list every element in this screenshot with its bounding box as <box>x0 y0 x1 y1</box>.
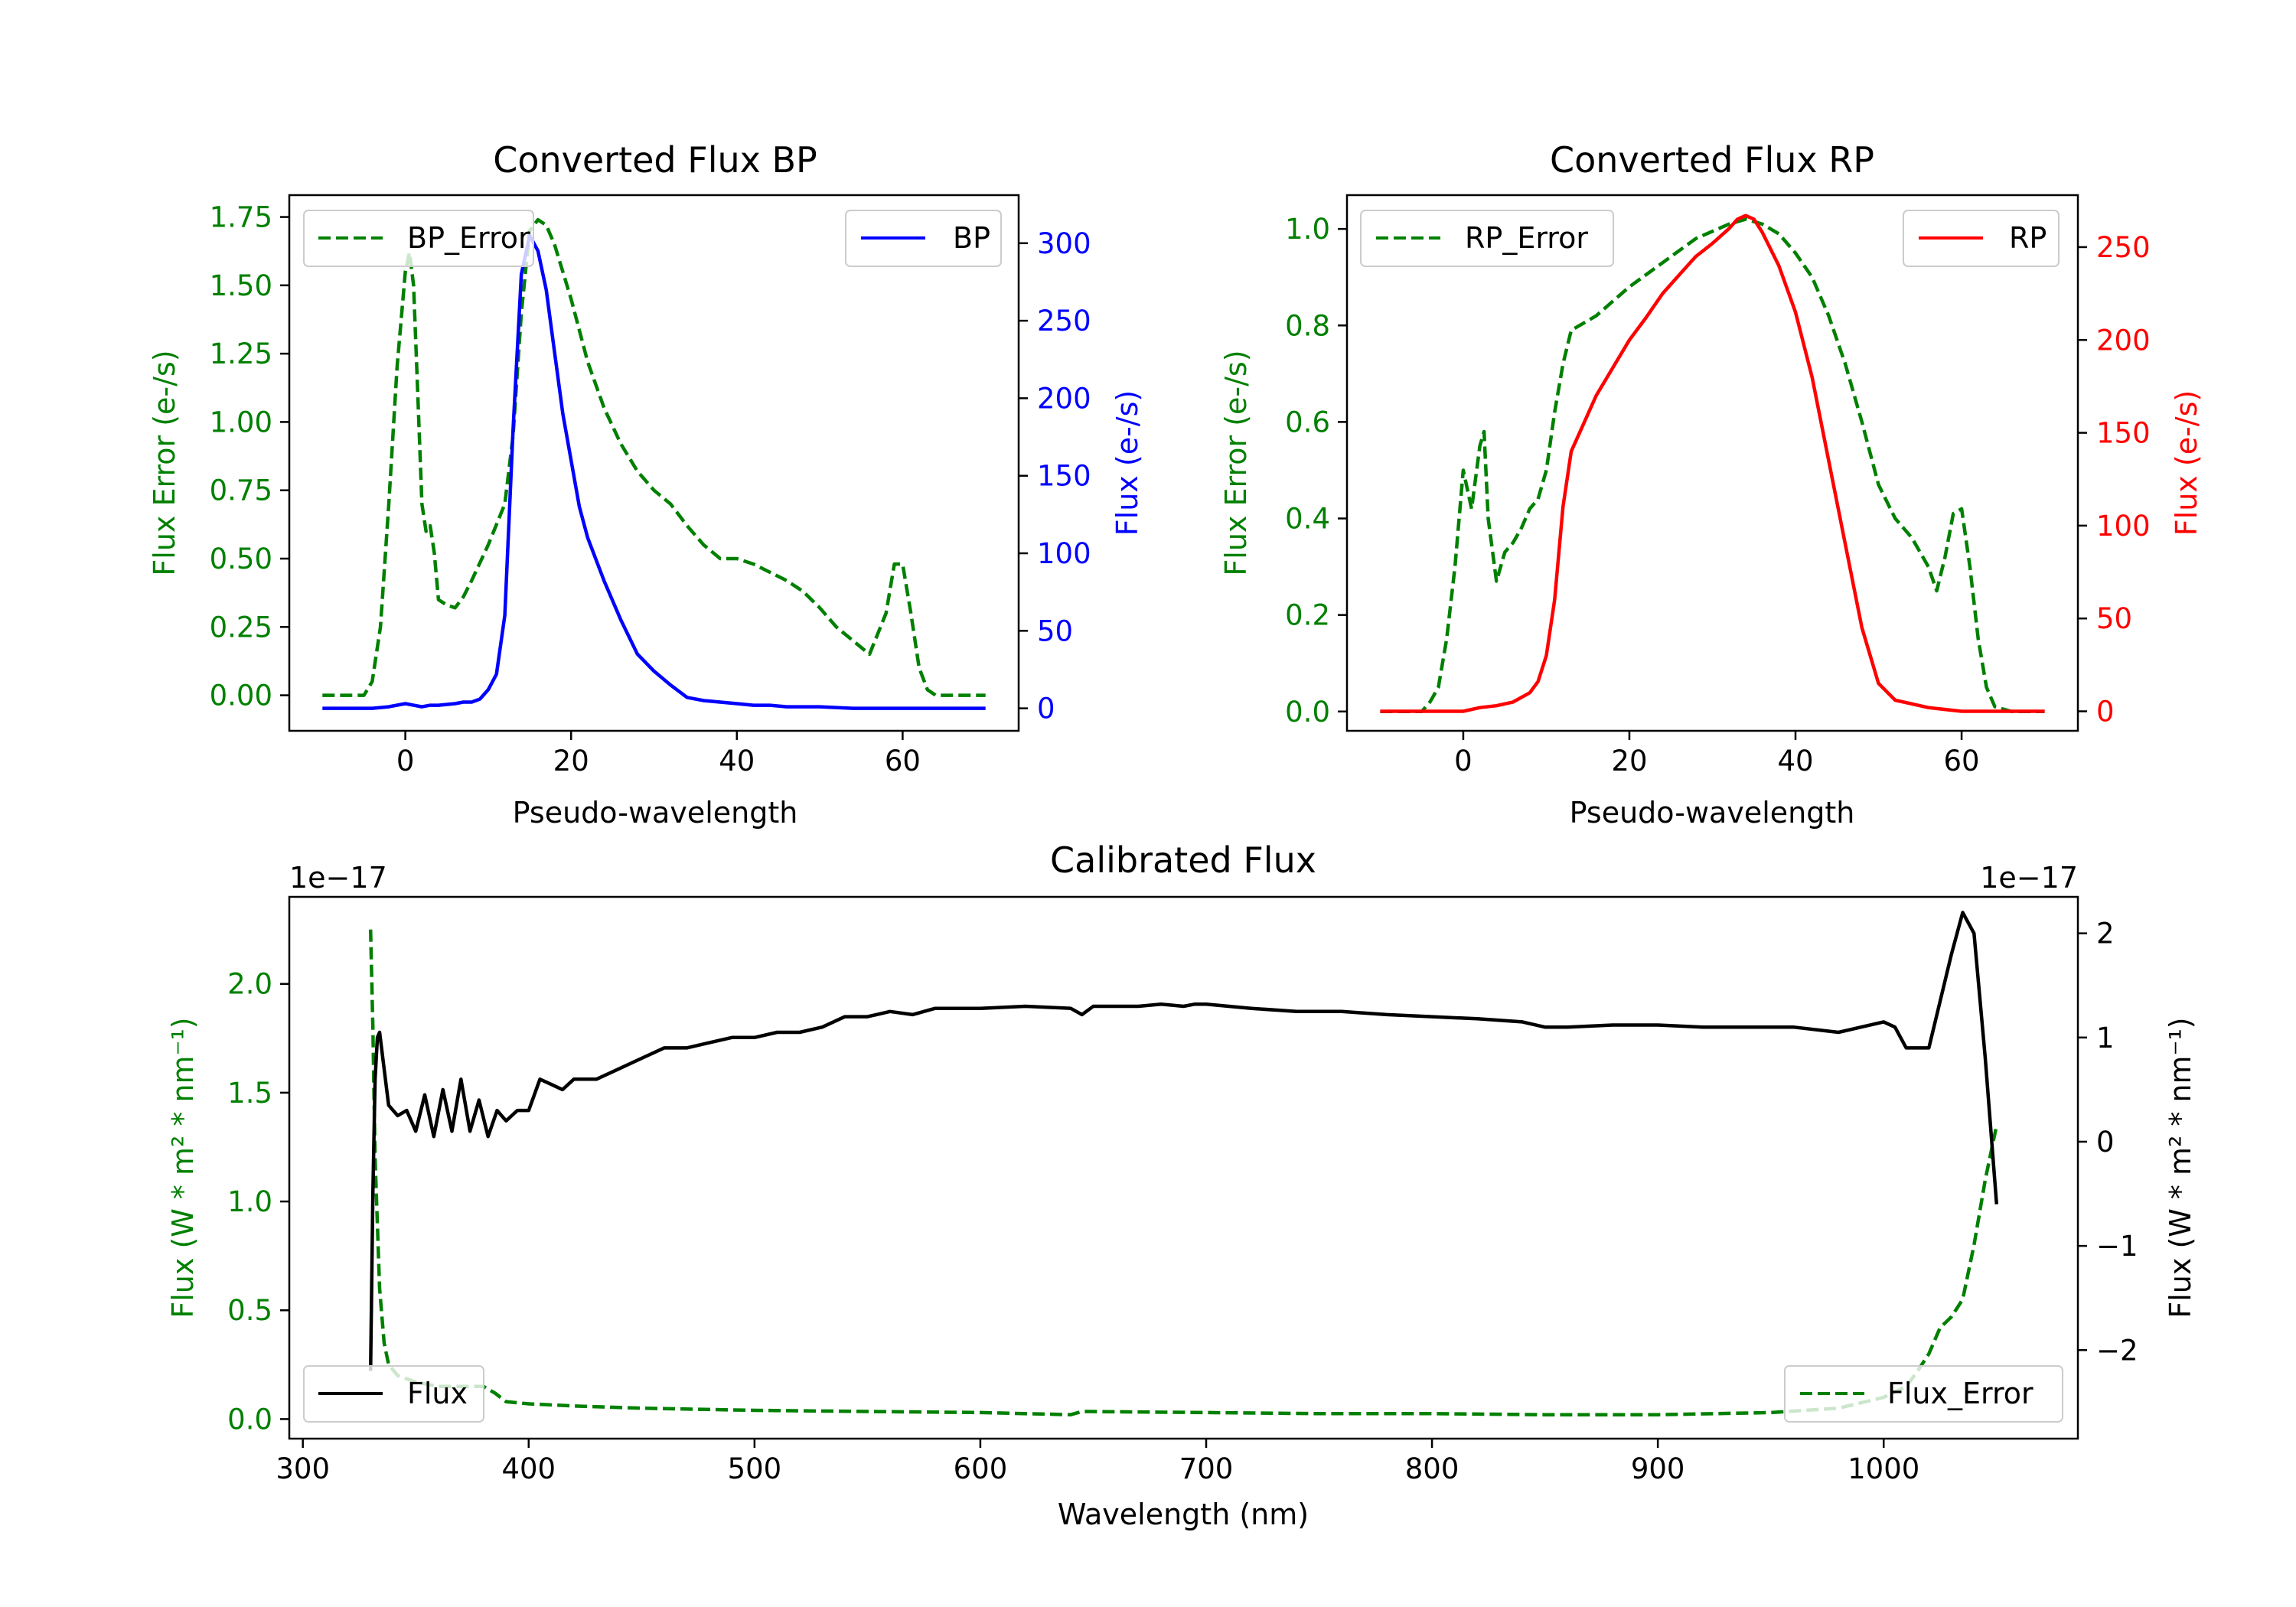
bp-right-tick-label: 300 <box>1037 227 1091 260</box>
cal-left-tick-label: 0.0 <box>227 1403 272 1436</box>
bp-axes-frame <box>288 194 1020 732</box>
rp-title: Converted Flux RP <box>1550 139 1874 181</box>
cal-right-tick-label: −1 <box>2096 1230 2138 1263</box>
cal-x-tick-label: 700 <box>1179 1452 1234 1485</box>
rp-left-tick-label: 0.4 <box>1285 503 1330 536</box>
bp-x-tick-label: 0 <box>396 745 415 777</box>
cal-x-tick-label: 300 <box>276 1452 330 1485</box>
cal-ticks: 300 400 500 600 700 800 900 1000 0.0 0.5 1.0 1.5 2.0… <box>227 918 2138 1485</box>
bp-x-tick-label: 20 <box>553 745 589 777</box>
bp-right-tick-label: 250 <box>1037 305 1091 337</box>
rp-x-axis-label: Pseudo-wavelength <box>1570 796 1855 830</box>
bp-left-tick-label: 1.25 <box>210 337 272 370</box>
rp-left-tick-label: 1.0 <box>1285 213 1330 246</box>
cal-x-tick-label: 500 <box>728 1452 782 1485</box>
bp-legend-flux: BP <box>845 210 1002 267</box>
cal-x-tick-label: 400 <box>501 1452 556 1485</box>
rp-right-axis-label: Flux (e-/s) <box>2170 390 2203 536</box>
bp-right-tick-label: 200 <box>1037 382 1091 415</box>
cal-left-tick-label: 1.5 <box>227 1077 272 1110</box>
rp-right-tick-label: 250 <box>2096 231 2151 264</box>
bp-right-tick-label: 150 <box>1037 460 1091 493</box>
bp-left-tick-label: 0.00 <box>210 680 272 712</box>
cal-left-tick-label: 2.0 <box>227 968 272 1001</box>
bp-right-axis-label: Flux (e-/s) <box>1110 390 1144 536</box>
bp-right-tick-label: 100 <box>1037 537 1091 570</box>
bp-x-tick-label: 40 <box>719 745 755 777</box>
rp-series-rp <box>1380 214 2045 713</box>
rp-left-tick-label: 0.0 <box>1285 696 1330 729</box>
cal-x-tick-label: 600 <box>954 1452 1008 1485</box>
bp-title: Converted Flux BP <box>493 139 817 181</box>
rp-x-tick-label: 60 <box>1944 745 1980 777</box>
cal-axes-frame <box>288 895 2079 1440</box>
rp-panel: Converted Flux RP 0 20 40 60 0.0 0.2 0.4 0.6 0.8… <box>1219 139 2203 830</box>
rp-right-tick-label: 0 <box>2096 696 2115 729</box>
rp-ticks: 0 20 40 60 0.0 0.2 0.4 0.6 0.8 1.0 0 50 100 150 200 250 <box>1285 213 2150 777</box>
bp-right-tick-label: 50 <box>1037 614 1073 647</box>
bp-right-tick-label: 0 <box>1037 693 1055 725</box>
rp-left-tick-label: 0.2 <box>1285 599 1330 632</box>
rp-right-tick-label: 200 <box>2096 324 2151 357</box>
bp-left-tick-label: 0.25 <box>210 611 272 644</box>
bp-legend-error-label: BP_Error <box>407 221 530 255</box>
cal-series-flux-error <box>368 929 1999 1416</box>
rp-left-tick-label: 0.6 <box>1285 406 1330 438</box>
rp-plot-area <box>1380 214 2045 714</box>
bp-panel: Converted Flux BP 0 20 40 60 0.00 0.25 0.50 0.7… <box>148 139 1144 830</box>
bp-left-tick-label: 1.75 <box>210 201 272 234</box>
cal-right-offset: 1e−17 <box>1980 861 2078 895</box>
rp-x-tick-label: 20 <box>1611 745 1647 777</box>
rp-legend-error: RP_Error <box>1360 210 1614 267</box>
bp-x-tick-label: 60 <box>885 745 921 777</box>
rp-legend-flux-label: RP <box>2009 221 2047 255</box>
bp-plot-area <box>322 217 986 710</box>
rp-x-tick-label: 0 <box>1454 745 1473 777</box>
cal-series-flux <box>368 911 1999 1371</box>
cal-x-tick-label: 1000 <box>1848 1452 1919 1485</box>
rp-legend-flux: RP <box>1903 210 2060 267</box>
cal-title: Calibrated Flux <box>1050 839 1316 881</box>
cal-legend-error: Flux_Error <box>1784 1365 2063 1423</box>
cal-panel: Calibrated Flux 1e−17 1e−17 300 400 500 600… <box>166 839 2197 1531</box>
rp-left-axis-label: Flux Error (e-/s) <box>1219 350 1253 575</box>
cal-right-tick-label: 0 <box>2096 1126 2115 1159</box>
cal-right-tick-label: 2 <box>2096 918 2115 950</box>
cal-right-tick-label: −2 <box>2096 1334 2138 1367</box>
bp-left-tick-label: 0.75 <box>210 474 272 507</box>
cal-legend-flux-label: Flux <box>407 1377 468 1410</box>
bp-left-tick-label: 1.50 <box>210 269 272 302</box>
bp-series-bp-error <box>322 217 986 697</box>
cal-right-tick-label: 1 <box>2096 1022 2115 1054</box>
cal-x-axis-label: Wavelength (nm) <box>1058 1498 1309 1531</box>
bp-legend-flux-label: BP <box>953 221 990 255</box>
rp-series-rp-error <box>1380 217 2045 714</box>
rp-right-tick-label: 100 <box>2096 510 2151 543</box>
rp-left-tick-label: 0.8 <box>1285 309 1330 342</box>
bp-series-bp <box>322 233 986 710</box>
rp-legend-error-label: RP_Error <box>1465 221 1588 255</box>
cal-plot-area <box>368 911 1999 1416</box>
bp-x-axis-label: Pseudo-wavelength <box>513 796 798 830</box>
cal-legend-error-label: Flux_Error <box>1887 1377 2033 1410</box>
cal-x-tick-label: 900 <box>1631 1452 1685 1485</box>
rp-axes-frame <box>1345 194 2079 732</box>
cal-left-tick-label: 0.5 <box>227 1294 272 1327</box>
bp-left-tick-label: 0.50 <box>210 543 272 575</box>
rp-right-tick-label: 50 <box>2096 602 2132 635</box>
cal-legend-flux: Flux <box>303 1365 484 1423</box>
bp-left-tick-label: 1.00 <box>210 406 272 438</box>
cal-right-axis-label: Flux (W * m² * nm⁻¹) <box>2164 1017 2197 1318</box>
rp-x-tick-label: 40 <box>1777 745 1813 777</box>
bp-ticks: 0 20 40 60 0.00 0.25 0.50 0.75 1.00 1.25 1.50 1.75 0… <box>210 201 1091 777</box>
rp-right-tick-label: 150 <box>2096 417 2151 450</box>
cal-left-offset: 1e−17 <box>289 861 387 895</box>
cal-left-axis-label: Flux (W * m² * nm⁻¹) <box>166 1017 200 1318</box>
cal-left-tick-label: 1.0 <box>227 1185 272 1218</box>
bp-legend-error: BP_Error <box>303 210 534 267</box>
cal-x-tick-label: 800 <box>1405 1452 1459 1485</box>
bp-left-axis-label: Flux Error (e-/s) <box>148 350 181 575</box>
